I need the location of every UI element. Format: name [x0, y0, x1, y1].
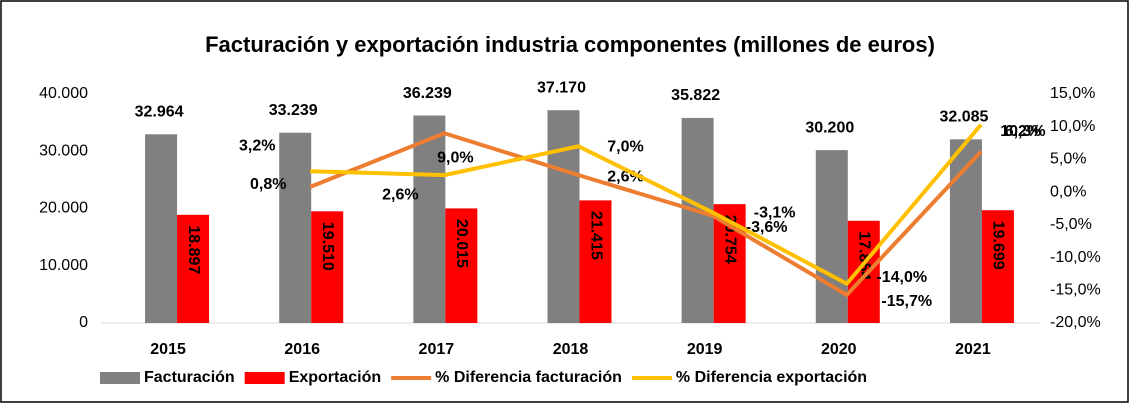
- bar: [279, 132, 312, 323]
- bar: [681, 117, 714, 323]
- bar-value-label: 32.085: [939, 109, 988, 126]
- bar: [815, 150, 848, 323]
- y-tick-label: 30.000: [39, 142, 88, 159]
- x-tick-label: 2018: [553, 341, 589, 358]
- line-value-label: -14,0%: [876, 269, 927, 286]
- bar-value-label: 35.822: [671, 87, 720, 104]
- y2-tick-label: -15,0%: [1050, 282, 1101, 299]
- legend-swatch: [244, 372, 285, 384]
- line: [309, 131, 983, 297]
- bar-value-label: 18.897: [185, 225, 202, 274]
- legend-swatch: [100, 372, 140, 384]
- bar-value-label: 32.964: [135, 103, 184, 120]
- y-tick-label: 0: [79, 314, 88, 331]
- bar-value-label: 19.699: [990, 221, 1007, 270]
- legend-label: Facturación: [144, 369, 235, 386]
- y2-tick-label: 5,0%: [1050, 151, 1086, 168]
- line-value-label: 9,0%: [437, 149, 473, 166]
- bar-value-label: 21.415: [587, 211, 604, 260]
- y2-tick-label: -20,0%: [1050, 314, 1101, 331]
- legend-label: Exportación: [289, 369, 381, 386]
- x-tick-label: 2017: [419, 341, 455, 358]
- bar: [981, 210, 1014, 323]
- line-value-label: 3,2%: [239, 137, 275, 154]
- bar: [311, 211, 344, 323]
- bar-value-label: 30.200: [805, 119, 854, 136]
- bar: [847, 220, 880, 323]
- y2-tick-label: -10,0%: [1050, 249, 1101, 266]
- bar-value-label: 33.239: [269, 102, 318, 119]
- x-tick-label: 2015: [150, 341, 186, 358]
- x-tick-label: 2019: [687, 341, 723, 358]
- line-value-label: -15,7%: [881, 293, 932, 310]
- y-tick-label: 40.000: [39, 85, 88, 102]
- x-tick-label: 2021: [955, 341, 991, 358]
- bar-value-label: 37.170: [537, 79, 586, 96]
- y2-tick-label: -5,0%: [1050, 216, 1092, 233]
- y2-tick-label: 15,0%: [1050, 85, 1095, 102]
- line-value-label: 0,8%: [250, 176, 286, 193]
- line-value-label: -3,6%: [746, 219, 788, 236]
- line: [310, 123, 983, 286]
- bar-value-label: 20.015: [453, 219, 470, 268]
- y2-tick-label: 0,0%: [1050, 183, 1086, 200]
- bar-value-label: 19.510: [319, 222, 336, 271]
- bar: [445, 208, 478, 323]
- bar: [145, 134, 178, 323]
- y-tick-label: 20.000: [39, 200, 88, 217]
- x-tick-label: 2016: [284, 341, 320, 358]
- bar-value-label: 36.239: [403, 85, 452, 102]
- legend-label: % Diferencia facturación: [435, 369, 622, 386]
- line-value-label: 2,6%: [382, 186, 418, 203]
- bar: [413, 115, 446, 323]
- bar: [579, 200, 612, 323]
- bar: [547, 110, 580, 323]
- y-tick-label: 10.000: [39, 257, 88, 274]
- line-value-label: 6,2%: [1005, 123, 1041, 140]
- line-value-label: 7,0%: [607, 139, 643, 156]
- legend-label: % Diferencia exportación: [676, 369, 867, 386]
- x-tick-label: 2020: [821, 341, 857, 358]
- chart-title: Facturación y exportación industria comp…: [205, 32, 935, 57]
- line-value-label: -3,1%: [754, 205, 796, 222]
- bar: [177, 214, 210, 323]
- y2-tick-label: 10,0%: [1050, 118, 1095, 135]
- line-value-label: 10,3%: [1000, 123, 1045, 140]
